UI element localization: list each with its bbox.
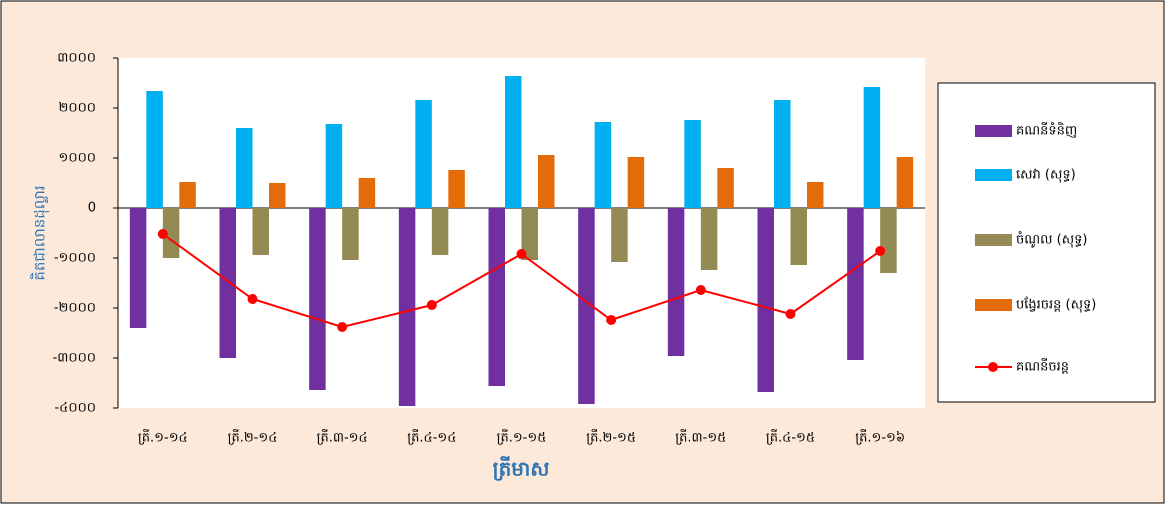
- x-axis-title: ត្រីមាស: [493, 456, 550, 482]
- line-point: [516, 249, 527, 259]
- x-tick-label: ត្រី.៣-១៥: [675, 429, 726, 446]
- y-tick-label: ២០០០: [59, 101, 96, 116]
- bar: [863, 87, 881, 208]
- x-tick-label: ត្រី.១-១៥: [497, 429, 547, 446]
- bar: [415, 100, 432, 208]
- legend-label: បង្វែរចរន្ត (សុទ្ធ): [1016, 296, 1096, 314]
- line-point: [157, 229, 168, 239]
- bar: [269, 183, 286, 208]
- line-point: [785, 309, 796, 319]
- x-tick-label: ត្រី.៣-១៤: [317, 429, 368, 446]
- bar: [448, 170, 465, 208]
- bar: [236, 128, 253, 208]
- line-point: [606, 315, 617, 325]
- x-tick-label: ត្រី.១-១៦: [855, 429, 905, 446]
- bar: [162, 208, 180, 258]
- legend-swatch: [988, 362, 998, 372]
- bar: [880, 208, 897, 273]
- bar: [790, 208, 807, 265]
- bar: [146, 91, 163, 208]
- x-tick-label: ត្រី.២-១៤: [228, 429, 278, 446]
- bar: [431, 208, 449, 255]
- legend-label: ចំណូល (សុទ្ធ): [1016, 231, 1087, 249]
- bar: [342, 208, 359, 260]
- x-tick-label: ត្រី.៤-១៥: [766, 429, 815, 446]
- legend-swatch: [975, 125, 1012, 137]
- legend-swatch: [975, 169, 1012, 181]
- bar: [627, 157, 645, 208]
- bar: [896, 157, 914, 208]
- bar: [398, 208, 416, 406]
- x-tick-label: ត្រី.៤-១៤: [407, 429, 456, 446]
- legend-swatch: [975, 299, 1012, 311]
- y-tick-label: ១០០០: [59, 151, 96, 166]
- bar: [700, 208, 718, 270]
- bar: [129, 208, 147, 328]
- line-point: [247, 294, 258, 304]
- bar: [594, 122, 612, 208]
- bar: [309, 208, 326, 390]
- x-tick-label: ត្រី.១-១៤: [138, 429, 188, 446]
- bar: [488, 208, 505, 386]
- bar: [667, 208, 685, 356]
- line-point: [426, 300, 437, 310]
- bar: [578, 208, 595, 404]
- bar: [847, 208, 864, 360]
- bar: [774, 100, 791, 208]
- y-tick-label: -៤០០០: [54, 401, 96, 416]
- bar: [325, 124, 343, 208]
- bar: [807, 182, 824, 208]
- legend-swatch: [975, 234, 1012, 246]
- legend-label: គណនីចរន្ត: [1016, 358, 1069, 375]
- y-axis-title: គិតជាលានដុល្លារ: [30, 185, 50, 280]
- bar: [757, 208, 774, 392]
- line-point: [695, 285, 706, 295]
- bar: [358, 178, 376, 208]
- bar: [538, 155, 555, 208]
- bar: [611, 208, 628, 262]
- bar: [521, 208, 538, 260]
- y-tick-label: ៣០០០: [57, 51, 96, 66]
- legend-label: សេវា (សុទ្ធ): [1016, 168, 1076, 184]
- bar: [505, 76, 522, 208]
- legend-box: [937, 82, 1156, 403]
- x-tick-label: ត្រី.២-១៥: [586, 429, 636, 446]
- y-tick-label: -២០០០: [54, 301, 96, 316]
- y-tick-label: -១០០០: [54, 251, 96, 266]
- bar: [717, 168, 734, 208]
- legend-label: គណនីទំនិញ: [1016, 122, 1077, 139]
- bar: [219, 208, 236, 358]
- line-point: [875, 246, 886, 256]
- line-point: [337, 322, 348, 332]
- bar: [684, 120, 701, 208]
- y-tick-label: 0: [88, 201, 96, 216]
- bar: [252, 208, 269, 255]
- y-tick-label: -៣០០០: [53, 351, 96, 366]
- bar: [179, 182, 196, 208]
